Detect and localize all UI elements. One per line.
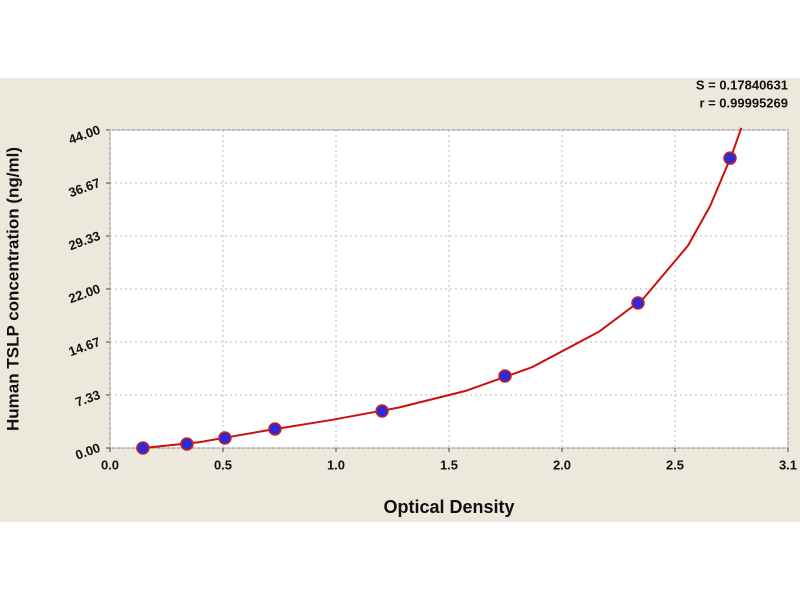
- annotation: r = 0.99995269: [699, 95, 788, 110]
- data-point: [218, 431, 232, 445]
- annotation: S = 0.17840631: [696, 77, 788, 92]
- data-point: [631, 296, 645, 310]
- x-tick-label: 2.5: [666, 457, 684, 472]
- data-point: [498, 369, 512, 383]
- data-point: [180, 437, 194, 451]
- x-tick-label: 3.1: [779, 457, 797, 472]
- data-point: [268, 422, 282, 436]
- data-point: [136, 441, 150, 455]
- x-tick-label: 1.5: [440, 457, 458, 472]
- x-tick-label: 0.5: [214, 457, 232, 472]
- x-axis-label: Optical Density: [383, 497, 514, 517]
- data-point: [375, 404, 389, 418]
- data-point: [723, 151, 737, 165]
- x-tick-label: 1.0: [327, 457, 345, 472]
- x-tick-label: 0.0: [101, 457, 119, 472]
- x-tick-label: 2.0: [553, 457, 571, 472]
- fit-curve: [143, 127, 743, 449]
- y-axis-label: Human TSLP concentration (ng/ml): [3, 147, 22, 431]
